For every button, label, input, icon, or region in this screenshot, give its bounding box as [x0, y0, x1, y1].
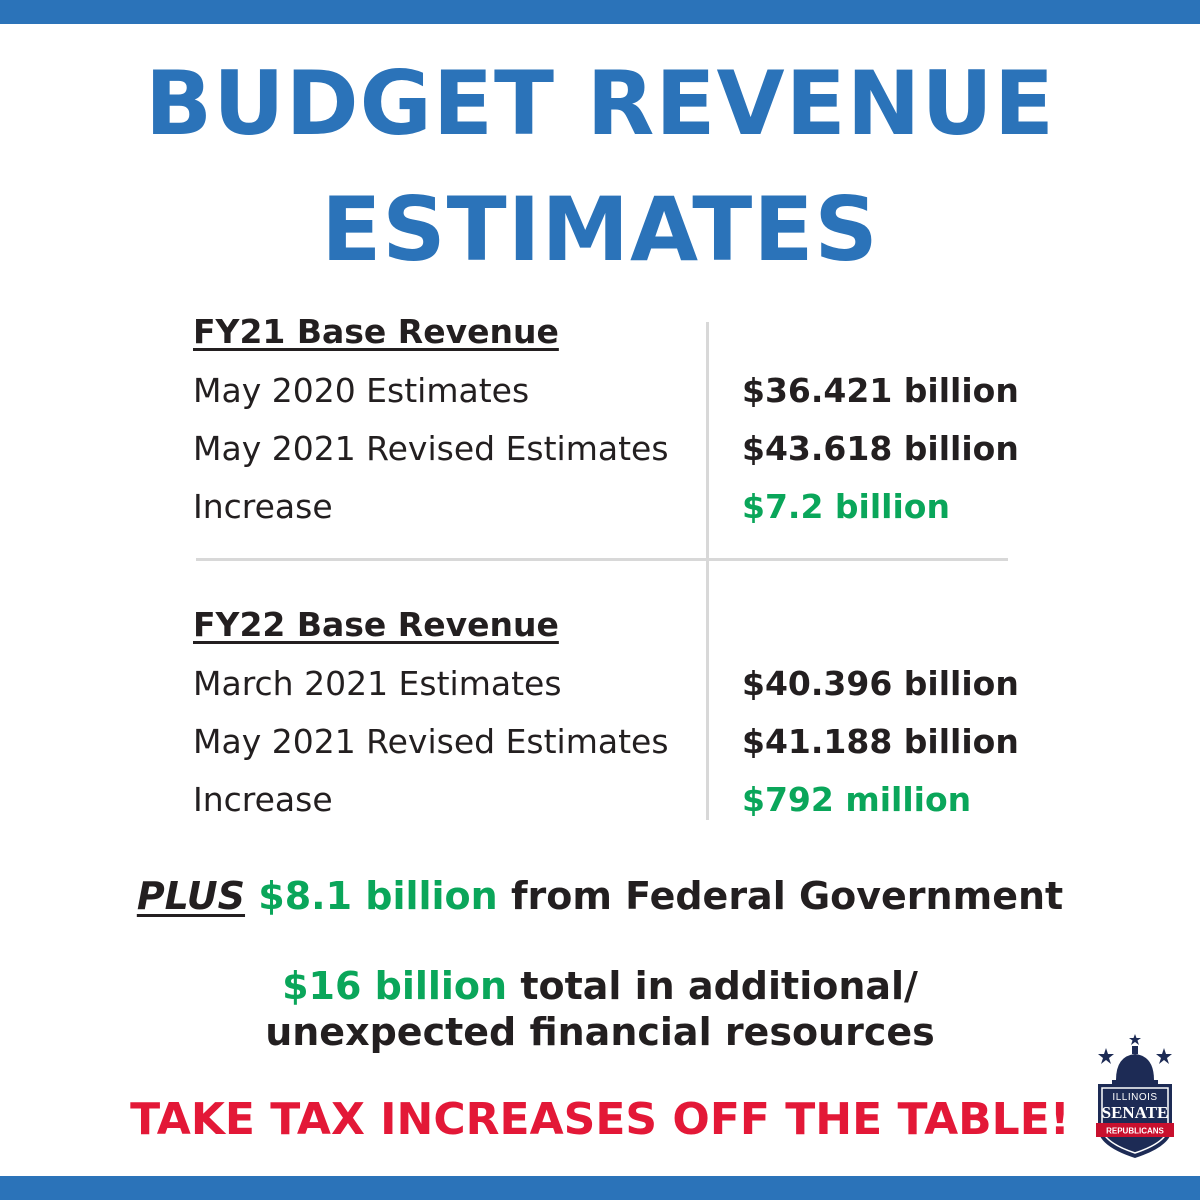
fy21-heading: FY21 Base Revenue	[193, 312, 559, 351]
page-title-line-1: BUDGET REVENUE	[145, 52, 1055, 155]
vertical-divider	[706, 322, 709, 820]
call-to-action: TAKE TAX INCREASES OFF THE TABLE!	[130, 1094, 1070, 1145]
total-amount: $16 billion	[282, 964, 508, 1008]
total-line-1: $16 billion total in additional/	[0, 964, 1200, 1008]
top-accent-bar	[0, 0, 1200, 24]
logo-top-text: ILLINOIS	[1112, 1092, 1157, 1103]
fy21-row-label: May 2020 Estimates	[193, 371, 530, 410]
fy21-increase-value: $7.2 billion	[742, 487, 950, 526]
fy22-row-label: March 2021 Estimates	[193, 664, 562, 703]
total-text: total in additional/	[520, 964, 918, 1008]
fy22-row-value: $40.396 billion	[742, 664, 1019, 703]
fy22-increase-value: $792 million	[742, 780, 972, 819]
fy22-row-value: $41.188 billion	[742, 722, 1019, 761]
plus-word: PLUS	[136, 874, 246, 918]
federal-amount: $8.1 billion	[258, 874, 498, 918]
capitol-dome-shield-icon: ILLINOIS SENATE REPUBLICANS	[1096, 1034, 1174, 1158]
fy21-row-value: $43.618 billion	[742, 429, 1019, 468]
logo-main-text: SENATE	[1102, 1103, 1169, 1122]
fy22-row-label: May 2021 Revised Estimates	[193, 722, 669, 761]
fy22-heading: FY22 Base Revenue	[193, 605, 559, 644]
page-title-line-2: ESTIMATES	[321, 178, 879, 281]
logo-ribbon-text: REPUBLICANS	[1106, 1127, 1164, 1136]
fy21-row-value: $36.421 billion	[742, 371, 1019, 410]
federal-text: from Federal Government	[510, 874, 1064, 918]
total-line-2: unexpected financial resources	[265, 1010, 935, 1054]
fy21-increase-label: Increase	[193, 487, 333, 526]
bottom-accent-bar	[0, 1176, 1200, 1200]
federal-plus-line: PLUS $8.1 billion from Federal Governmen…	[0, 874, 1200, 918]
fy21-row-label: May 2021 Revised Estimates	[193, 429, 669, 468]
fy22-increase-label: Increase	[193, 780, 333, 819]
horizontal-divider	[196, 558, 1008, 561]
